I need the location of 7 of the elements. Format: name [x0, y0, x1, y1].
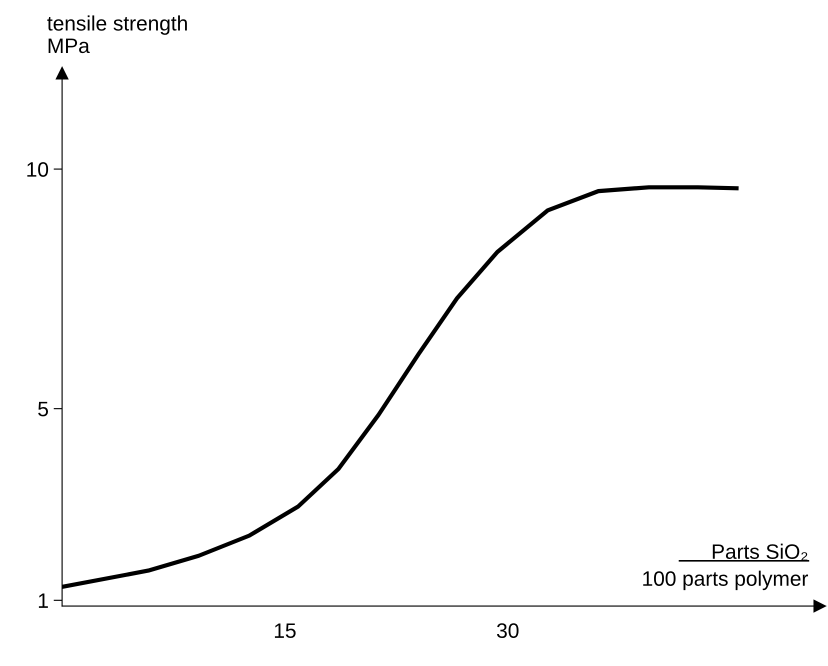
x-tick-label: 30	[496, 623, 519, 638]
y-tick-label: 1	[38, 594, 48, 608]
x-tick-label: 15	[274, 623, 296, 638]
y-tick-label: 5	[38, 402, 48, 416]
x-axis-title: Parts SiO₂ 100 parts polymer	[643, 544, 808, 590]
y-axis-title: tensile strength MPa	[47, 15, 187, 54]
y-tick-label: 10	[27, 162, 48, 177]
